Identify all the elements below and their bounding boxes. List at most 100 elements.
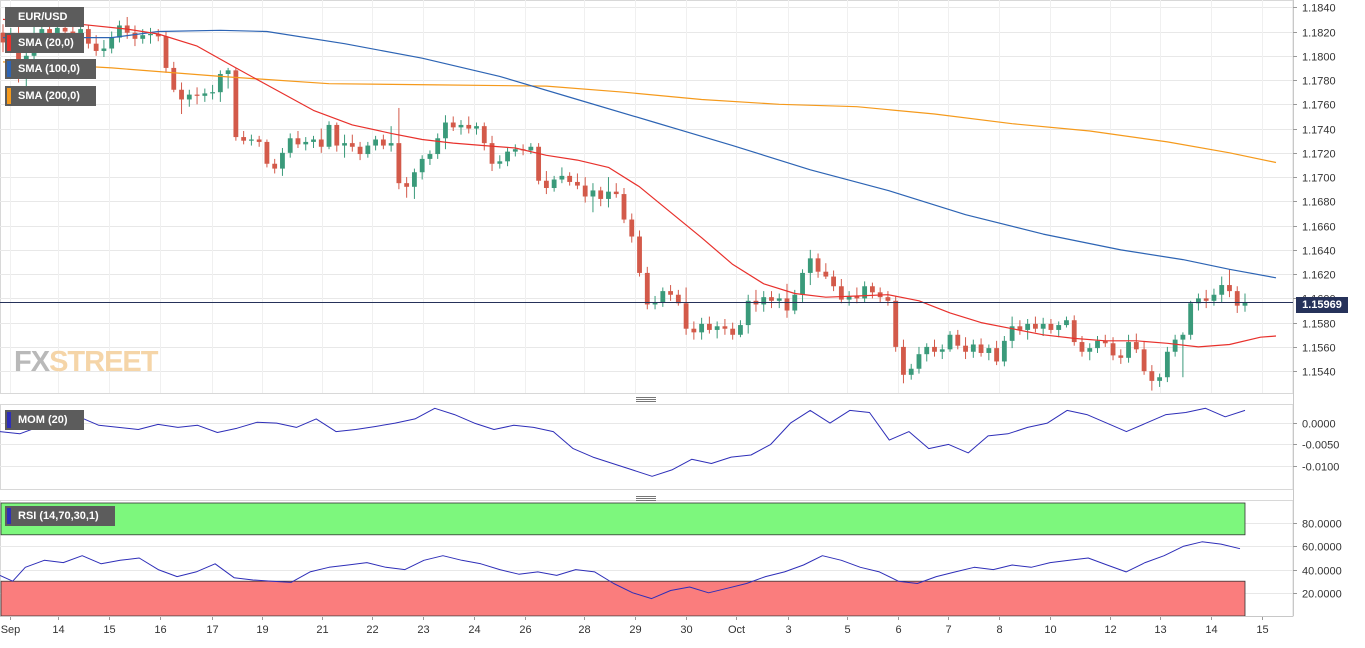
candle-body bbox=[644, 272, 650, 305]
sma100-legend[interactable]: SMA (100,0) bbox=[5, 59, 96, 79]
candle-body bbox=[412, 172, 417, 187]
candle-body bbox=[256, 139, 262, 142]
candle-body bbox=[194, 94, 200, 96]
candle-body bbox=[776, 298, 782, 301]
rsi-overbought-zone bbox=[0, 502, 1246, 536]
candle-body bbox=[986, 348, 992, 353]
time-tick-label: 23 bbox=[417, 624, 429, 636]
candle-body bbox=[590, 190, 596, 197]
candle-body bbox=[1141, 349, 1147, 372]
time-tick-label: Sep bbox=[1, 624, 21, 636]
candle-body bbox=[334, 124, 340, 146]
candle-body bbox=[1188, 303, 1194, 335]
candle-body bbox=[474, 126, 479, 129]
candle-body bbox=[458, 124, 464, 128]
sma100-line bbox=[3, 29, 1277, 279]
price-tick-label: 1.1720 bbox=[1302, 149, 1336, 161]
candle-body bbox=[901, 346, 906, 375]
time-tick-label: 15 bbox=[103, 624, 115, 636]
candle-body bbox=[1064, 320, 1069, 326]
price-tick-label: 1.1740 bbox=[1302, 125, 1336, 137]
sma200-legend-label: SMA (200,0) bbox=[18, 90, 80, 102]
sma200-legend[interactable]: SMA (200,0) bbox=[5, 86, 96, 106]
mom-legend[interactable]: MOM (20) bbox=[5, 410, 84, 430]
candle-body bbox=[357, 146, 363, 155]
sma20-legend[interactable]: SMA (20,0) bbox=[5, 33, 84, 53]
candle-body bbox=[62, 27, 68, 32]
main-mom-resize-handle[interactable] bbox=[636, 397, 656, 402]
candle-body bbox=[1095, 340, 1100, 349]
candle-body bbox=[1164, 351, 1170, 378]
candle-body bbox=[543, 180, 549, 189]
time-tick-label: 22 bbox=[366, 624, 378, 636]
candle-body bbox=[1133, 342, 1139, 350]
candle-body bbox=[769, 297, 774, 301]
candle-body bbox=[54, 27, 60, 37]
candle-body bbox=[1071, 320, 1077, 343]
mom-swatch bbox=[7, 412, 11, 428]
candle-body bbox=[738, 325, 743, 335]
candle-body bbox=[225, 70, 231, 74]
time-tick-label: 6 bbox=[895, 624, 901, 636]
candle-body bbox=[435, 138, 441, 155]
candle-body bbox=[939, 349, 945, 352]
grid-layer bbox=[0, 0, 1294, 617]
symbol-label[interactable]: EUR/USD bbox=[5, 7, 84, 27]
price-tick-label: 1.1800 bbox=[1302, 52, 1336, 64]
candle-body bbox=[1227, 285, 1232, 292]
price-tick-label: 1.1580 bbox=[1302, 319, 1336, 331]
candle-body bbox=[1180, 334, 1186, 340]
candle-body bbox=[272, 163, 278, 169]
candle-body bbox=[714, 326, 720, 330]
price-tick-label: 1.1780 bbox=[1302, 76, 1336, 88]
candle-body bbox=[800, 272, 805, 295]
candle-body bbox=[109, 37, 115, 49]
candle-body bbox=[388, 143, 394, 146]
rsi-legend-label: RSI (14,70,30,1) bbox=[18, 510, 99, 522]
candle-body bbox=[1172, 339, 1178, 352]
candle-body bbox=[691, 328, 697, 333]
candle-body bbox=[295, 138, 301, 145]
candle-body bbox=[606, 191, 611, 199]
candle-body bbox=[668, 291, 673, 295]
rsi-line bbox=[0, 541, 1241, 600]
candle-body bbox=[613, 191, 619, 195]
candle-body bbox=[963, 345, 968, 352]
candle-body bbox=[1157, 377, 1163, 381]
candle-body bbox=[846, 295, 852, 300]
sma100-legend-label: SMA (100,0) bbox=[18, 63, 80, 75]
time-tick-label: 3 bbox=[785, 624, 791, 636]
candle-body bbox=[280, 152, 285, 169]
time-tick-label: 16 bbox=[154, 624, 166, 636]
candle-body bbox=[1110, 343, 1116, 356]
candle-body bbox=[893, 300, 899, 347]
candle-body bbox=[349, 143, 355, 147]
rsi-legend[interactable]: RSI (14,70,30,1) bbox=[5, 506, 115, 526]
price-tick-label: 1.1760 bbox=[1302, 100, 1336, 112]
candle-body bbox=[1126, 342, 1131, 358]
time-tick-label: Oct bbox=[728, 624, 745, 636]
sma200-swatch bbox=[7, 88, 11, 104]
mom-rsi-resize-handle[interactable] bbox=[636, 496, 656, 501]
candle-body bbox=[660, 291, 666, 303]
candle-body bbox=[163, 36, 169, 68]
candle-body bbox=[171, 67, 177, 90]
price-tick-label: 1.1560 bbox=[1302, 343, 1336, 355]
candle-body bbox=[675, 294, 681, 304]
candle-body bbox=[489, 143, 495, 164]
candle-body bbox=[117, 25, 122, 38]
candle-body bbox=[1009, 326, 1015, 341]
candle-body bbox=[1211, 294, 1217, 301]
rsi-tick-label: 40.0000 bbox=[1302, 566, 1342, 578]
candle-body bbox=[210, 92, 215, 94]
candle-body bbox=[481, 126, 487, 144]
candle-body bbox=[955, 334, 961, 346]
candle-body bbox=[582, 185, 588, 197]
candle-body bbox=[93, 43, 99, 51]
current-price-tag: 1.15969 bbox=[1296, 297, 1348, 313]
candle-body bbox=[443, 122, 448, 139]
candle-body bbox=[551, 179, 557, 189]
candle-body bbox=[342, 143, 347, 146]
time-tick-label: 21 bbox=[316, 624, 328, 636]
